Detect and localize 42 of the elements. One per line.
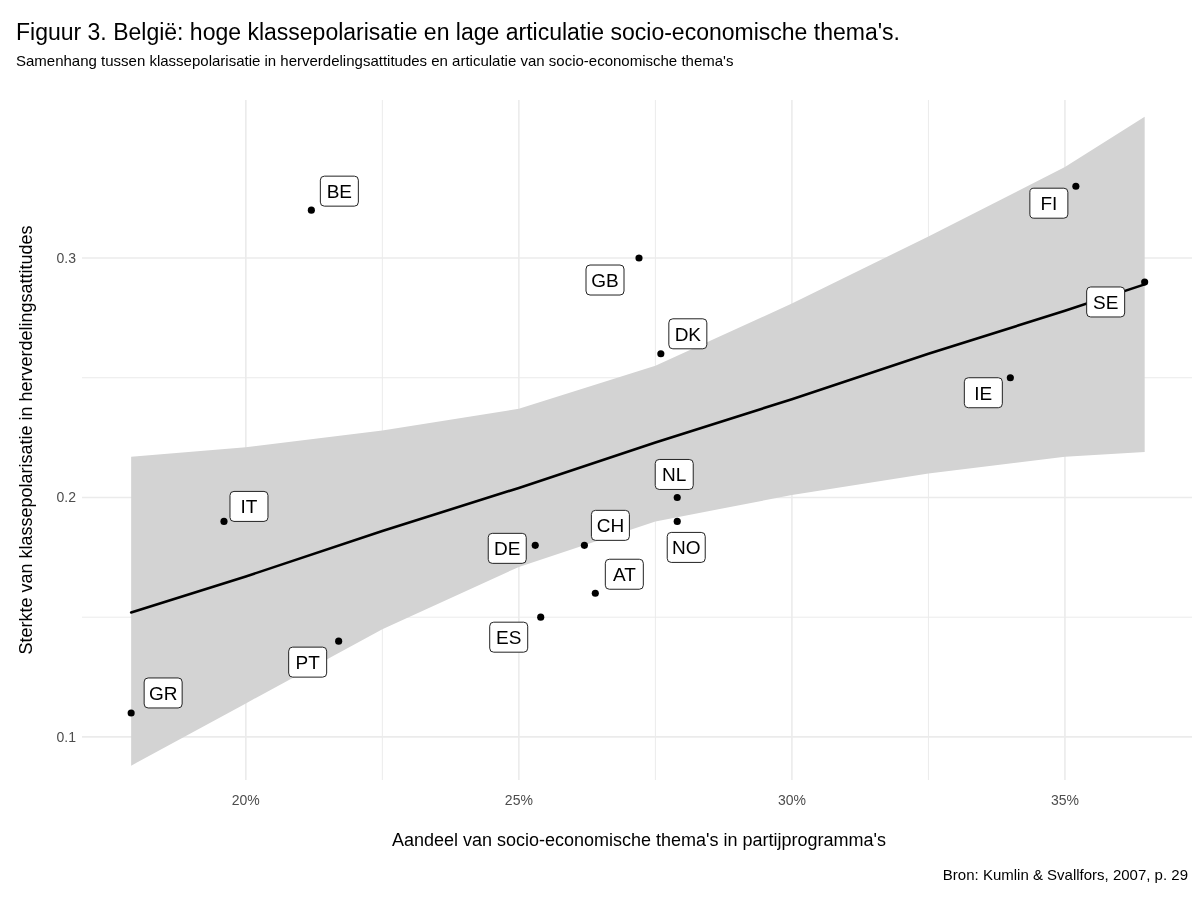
point bbox=[1141, 278, 1149, 286]
data-label: NL bbox=[662, 464, 687, 486]
point bbox=[307, 206, 315, 214]
point bbox=[657, 350, 665, 358]
point bbox=[127, 709, 135, 717]
x-axis-title: Aandeel van socio-economische thema's in partijprogramma's bbox=[391, 830, 887, 850]
point bbox=[673, 517, 681, 525]
data-label: PT bbox=[295, 652, 321, 674]
point bbox=[1072, 182, 1080, 190]
data-label: FI bbox=[1040, 193, 1058, 215]
data-label: DE bbox=[494, 538, 521, 560]
data-label: AT bbox=[612, 564, 637, 586]
point bbox=[591, 589, 599, 597]
point bbox=[635, 254, 643, 262]
data-label: DK bbox=[674, 323, 702, 345]
point bbox=[537, 613, 545, 621]
point bbox=[673, 493, 681, 502]
data-label: CH bbox=[596, 515, 625, 537]
y-tick-label: 0.3 bbox=[56, 250, 77, 267]
y-tick-label: 0.1 bbox=[56, 728, 77, 745]
x-tick-label: 25% bbox=[504, 792, 533, 808]
data-label: ES bbox=[496, 627, 522, 649]
y-axis-title: Sterkte van klassepolarisatie in herverdelingsattitudes bbox=[16, 225, 36, 655]
data-label: SE bbox=[1092, 291, 1119, 313]
data-label: IE bbox=[974, 382, 993, 404]
chart-subtitle: Samenhang tussen klassepolarisatie in herverdelingsattitudes en articulatie van socio-economische thema's bbox=[16, 52, 734, 69]
y-tick-label: 0.2 bbox=[56, 489, 77, 506]
data-label: BE bbox=[326, 181, 353, 203]
data-label: NO bbox=[671, 537, 701, 559]
x-tick-label: 30% bbox=[777, 792, 806, 808]
chart-title: Figuur 3. België: hoge klassepolarisatie en lage articulatie socio-economische thema's. bbox=[16, 19, 900, 45]
point bbox=[1006, 374, 1014, 382]
point bbox=[335, 637, 343, 645]
text: Bron: Kumlin & Svallfors, 2007, p. 29 bbox=[942, 866, 1188, 883]
point bbox=[580, 541, 588, 549]
point bbox=[220, 517, 228, 525]
data-label: GR bbox=[148, 682, 178, 704]
x-tick-label: 35% bbox=[1050, 792, 1079, 808]
x-tick-label: 20% bbox=[231, 792, 260, 808]
data-label: GB bbox=[591, 270, 619, 292]
data-label: IT bbox=[240, 496, 258, 518]
point bbox=[531, 541, 539, 549]
